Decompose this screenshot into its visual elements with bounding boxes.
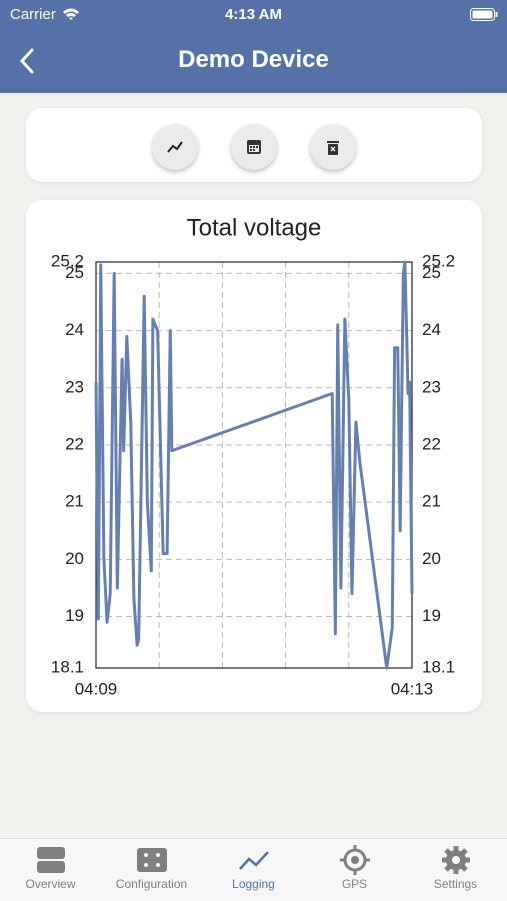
y2-tick-label: 21 xyxy=(422,492,441,511)
data-line xyxy=(94,260,414,670)
y2-tick-label: 25.2 xyxy=(422,251,455,270)
tab-bar: Overview Configuration Logging GPS Setti… xyxy=(0,838,507,901)
tab-label: GPS xyxy=(341,877,368,891)
wifi-icon xyxy=(63,8,79,20)
x-tick-label: 04:13 xyxy=(391,679,434,698)
nav-header: Demo Device xyxy=(0,30,507,93)
status-bar: Carrier 4:13 AM xyxy=(0,0,507,30)
calendar-button[interactable] xyxy=(231,124,277,170)
tab-overview[interactable]: Overview xyxy=(0,839,101,891)
tab-label: Logging xyxy=(232,877,275,891)
tab-label: Overview xyxy=(25,877,76,891)
y-tick-label: 25.2 xyxy=(51,251,84,270)
y2-tick-label: 24 xyxy=(422,320,441,339)
tab-logging[interactable]: Logging xyxy=(203,839,304,891)
tab-settings[interactable]: Settings xyxy=(405,839,506,891)
y2-tick-label: 18.1 xyxy=(422,657,455,676)
y2-tick-label: 25 xyxy=(422,263,441,282)
battery-icon xyxy=(470,8,498,21)
page-title: Demo Device xyxy=(178,46,329,73)
chart-button[interactable] xyxy=(152,124,198,170)
y-tick-label: 23 xyxy=(65,377,84,396)
carrier: Carrier xyxy=(10,6,56,23)
clock: 4:13 AM xyxy=(225,6,282,23)
y-tick-label: 18.1 xyxy=(51,657,84,676)
tab-gps[interactable]: GPS xyxy=(304,839,405,891)
chart-card: Total voltage 18.1 18.1 19 19 20 20 21 21 22 22 23… xyxy=(26,200,482,712)
chart: Total voltage 18.1 18.1 19 19 20 20 21 21 22 22 23… xyxy=(51,214,455,698)
y2-tick-label: 20 xyxy=(422,549,441,568)
back-button[interactable] xyxy=(16,47,38,75)
tab-label: Settings xyxy=(433,877,478,891)
y-tick-label: 25 xyxy=(65,263,84,282)
chart-title: Total voltage xyxy=(187,214,322,241)
y-tick-label: 19 xyxy=(65,606,84,625)
toolbar-card xyxy=(26,108,482,182)
y2-tick-label: 23 xyxy=(422,377,441,396)
y-tick-label: 24 xyxy=(65,320,84,339)
delete-button[interactable] xyxy=(310,124,356,170)
y2-tick-label: 19 xyxy=(422,606,441,625)
y-tick-label: 21 xyxy=(65,492,84,511)
x-tick-label: 04:09 xyxy=(75,679,118,698)
tab-configuration[interactable]: Configuration xyxy=(101,839,202,891)
tab-label: Configuration xyxy=(115,877,188,891)
y2-tick-label: 22 xyxy=(422,434,441,453)
y-tick-label: 20 xyxy=(65,549,84,568)
y-tick-label: 22 xyxy=(65,434,84,453)
